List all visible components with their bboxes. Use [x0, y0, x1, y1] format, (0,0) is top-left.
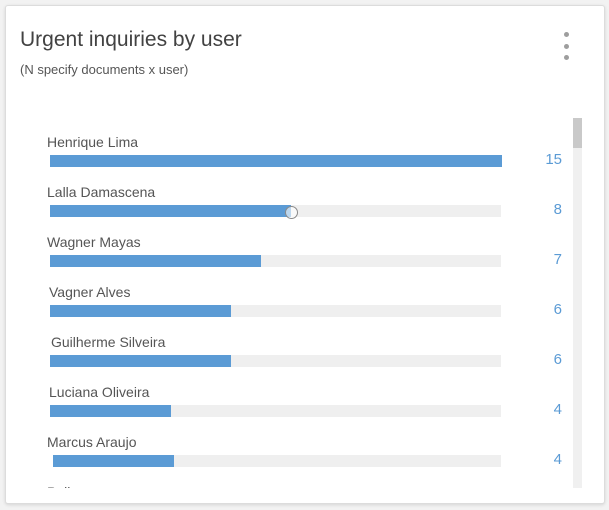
card-title: Urgent inquiries by user [20, 28, 242, 51]
bar-row[interactable]: Poll [6, 466, 576, 488]
bar-track [50, 355, 501, 367]
menu-dot [563, 43, 569, 49]
bar-row[interactable]: Henrique Lima 15 [6, 118, 576, 168]
bar-row[interactable]: Guilherme Silveira 6 [6, 316, 576, 368]
bar-row[interactable]: Lalla Damascena 8 [6, 166, 576, 219]
bar-track [50, 255, 501, 267]
bar[interactable] [50, 255, 261, 267]
bar[interactable] [50, 355, 231, 367]
bar-track [53, 455, 501, 467]
bar-label: Guilherme Silveira [51, 334, 166, 350]
bar-row[interactable]: Vagner Alves 6 [6, 266, 576, 318]
bar-label: Henrique Lima [47, 134, 139, 150]
bar-track [50, 305, 501, 317]
bar-value-label: 4 [553, 401, 562, 418]
bar-track [50, 205, 501, 217]
bar-label: Marcus Araujo [47, 434, 137, 450]
bar-label: Lalla Damascena [47, 184, 156, 200]
bar-value-label: 4 [553, 451, 562, 468]
hover-marker [285, 206, 298, 219]
card-subtitle: (N specify documents x user) [20, 62, 189, 77]
more-vertical-icon[interactable] [556, 32, 576, 60]
bar-row[interactable]: Luciana Oliveira 4 [6, 366, 576, 418]
bar-label: Wagner Mayas [47, 234, 141, 250]
bar-value-label: 6 [553, 301, 562, 318]
bar[interactable] [50, 205, 291, 217]
bar[interactable] [50, 405, 171, 417]
bar-value-label: 15 [545, 151, 562, 168]
bar-label: Vagner Alves [49, 284, 131, 300]
bar-row[interactable]: Marcus Araujo 4 [6, 416, 576, 468]
bar-label: Luciana Oliveira [49, 384, 150, 400]
bar[interactable] [53, 455, 174, 467]
bar[interactable] [50, 155, 502, 167]
bar-value-label: 6 [553, 351, 562, 368]
bar-value-label: 8 [553, 201, 562, 218]
chart-card: Urgent inquiries by user (N specify docu… [5, 5, 605, 504]
bar-label: Poll [47, 484, 70, 488]
bar-value-label: 7 [553, 251, 562, 268]
menu-dot [563, 55, 569, 60]
scrollbar-thumb[interactable] [573, 118, 582, 148]
bar-track [50, 405, 501, 417]
menu-dot [563, 32, 569, 37]
bar-track [50, 155, 502, 167]
bar-list: Henrique Lima 15 Lalla Damascena 8 Wagner Ma… [6, 118, 586, 488]
vertical-scrollbar[interactable] [573, 118, 582, 488]
bar-row[interactable]: Wagner Mayas 7 [6, 216, 576, 268]
bar[interactable] [50, 305, 231, 317]
